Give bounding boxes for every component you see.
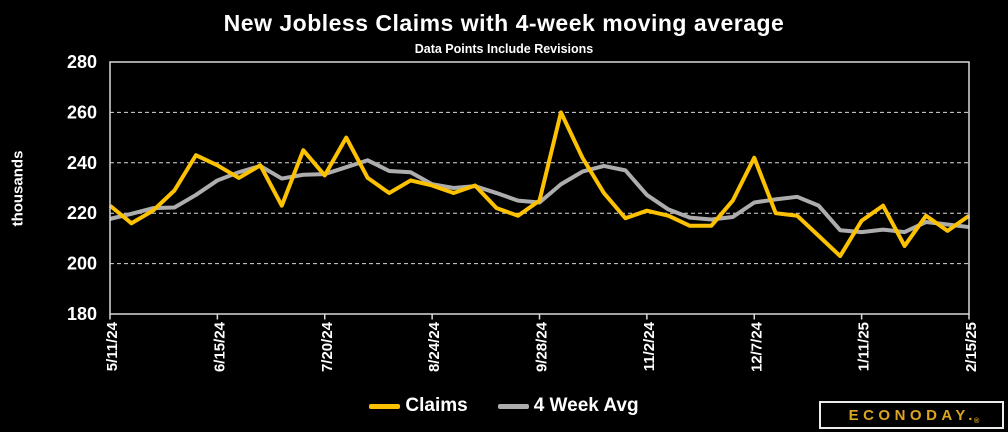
x-tick-label: 1/11/25 [856,322,873,371]
econoday-logo: ECONODAY. ® [819,401,1004,429]
legend-label-4-week-avg: 4 Week Avg [533,395,639,416]
y-tick-label-280: 280 [67,52,97,72]
chart-subtitle: Data Points Include Revisions [414,42,594,56]
claims-line-swatch [369,403,401,409]
x-tick-label: 6/15/24 [211,321,228,372]
x-tick-label: 9/28/24 [534,321,551,372]
registered-trademark-icon: ® [973,416,980,425]
x-tick-label: 12/7/24 [748,321,765,372]
x-tick-label: 5/11/24 [104,321,121,371]
chart-title: New Jobless Claims with 4-week moving av… [223,10,785,36]
y-tick-label-200: 200 [67,254,97,274]
y-tick-label-260: 260 [67,102,97,122]
x-tick-label: 7/20/24 [319,321,336,372]
legend-label-claims: Claims [405,395,468,416]
x-tick-label: 2/15/25 [963,322,980,372]
y-tick-label-220: 220 [67,203,97,223]
x-tick-label: 8/24/24 [426,321,443,372]
claims-line [108,110,971,259]
plot-border [109,61,970,315]
y-tick-label-180: 180 [67,304,97,324]
legend-item-4-week-avg: 4 Week Avg [497,395,639,417]
y-tick-label-240: 240 [67,153,97,173]
legend-item-claims: Claims [369,395,468,417]
avg-line-swatch [497,403,529,409]
x-tick-label: 11/2/24 [641,321,658,371]
econoday-logo-text: ECONODAY. [848,406,977,424]
legend: Claims 4 Week Avg [0,395,1008,417]
